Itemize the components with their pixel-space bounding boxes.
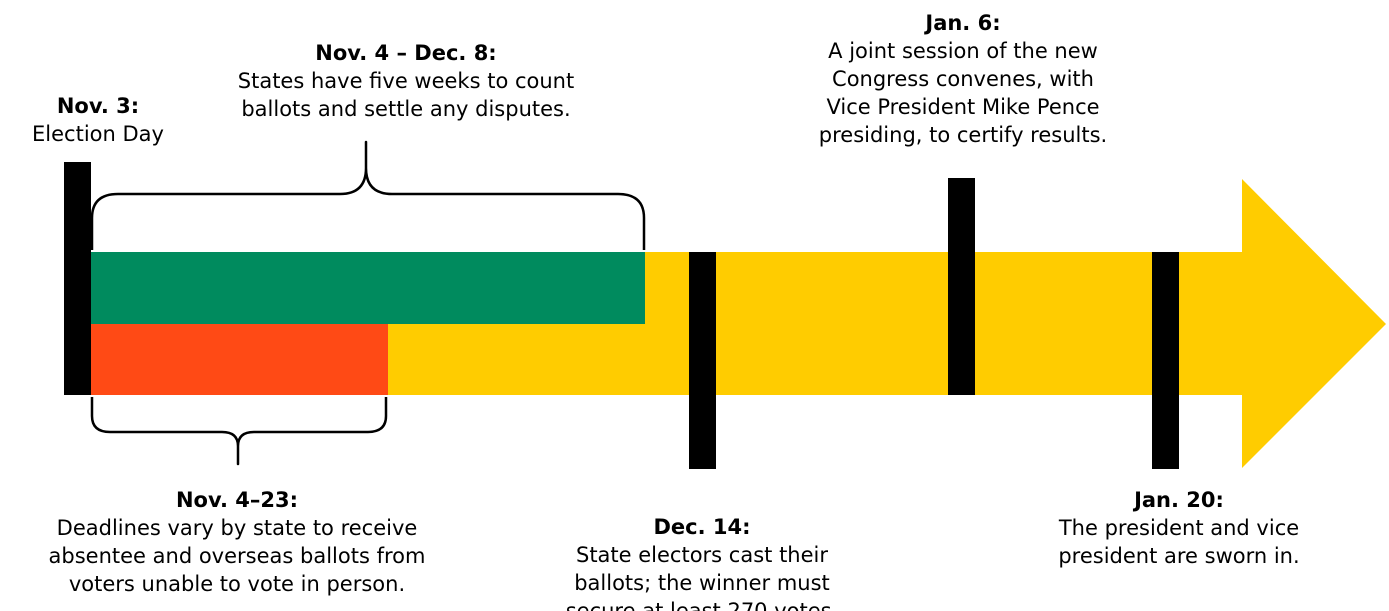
label-nov3: Nov. 3: Election Day bbox=[0, 92, 196, 148]
label-jan6-desc: A joint session of the new Congress conv… bbox=[818, 39, 1108, 147]
label-dec14-date: Dec. 14 bbox=[653, 515, 743, 539]
marker-jan20 bbox=[1152, 252, 1179, 469]
label-jan20-desc: The president and vice president are swo… bbox=[1058, 516, 1300, 568]
brace-counting-period bbox=[90, 140, 646, 250]
label-dec14-colon: : bbox=[742, 515, 751, 539]
label-nov3-date: Nov. 3: bbox=[56, 94, 140, 118]
label-nov4-dec8-date: Nov. 4 – Dec. 8: bbox=[315, 41, 497, 65]
label-dec14: Dec. 14: State electors cast their ballo… bbox=[556, 513, 848, 611]
marker-dec14 bbox=[689, 252, 716, 469]
marker-jan6 bbox=[948, 178, 975, 395]
counting-period-bar bbox=[90, 252, 645, 324]
marker-nov3 bbox=[64, 162, 91, 395]
timeline-arrow bbox=[64, 179, 1386, 468]
label-jan20-date: Jan. 20: bbox=[1134, 488, 1224, 512]
brace-absentee-period bbox=[90, 397, 388, 466]
label-nov4-23-desc: Deadlines vary by state to receive absen… bbox=[48, 516, 426, 596]
label-jan6-date: Jan. 6: bbox=[925, 11, 1001, 35]
label-nov3-desc: Election Day bbox=[32, 122, 164, 146]
label-jan6: Jan. 6: A joint session of the new Congr… bbox=[786, 9, 1140, 149]
label-nov4-dec8-desc: States have five weeks to count ballots … bbox=[237, 69, 575, 121]
label-dec14-desc: State electors cast their ballots; the w… bbox=[565, 543, 839, 611]
label-nov4-23-date: Nov. 4–23: bbox=[175, 488, 298, 512]
absentee-deadline-bar bbox=[90, 324, 388, 395]
label-nov4-dec8: Nov. 4 – Dec. 8: States have five weeks … bbox=[196, 39, 616, 123]
label-nov4-23: Nov. 4–23: Deadlines vary by state to re… bbox=[0, 486, 474, 598]
label-jan20: Jan. 20: The president and vice presiden… bbox=[1030, 486, 1328, 570]
